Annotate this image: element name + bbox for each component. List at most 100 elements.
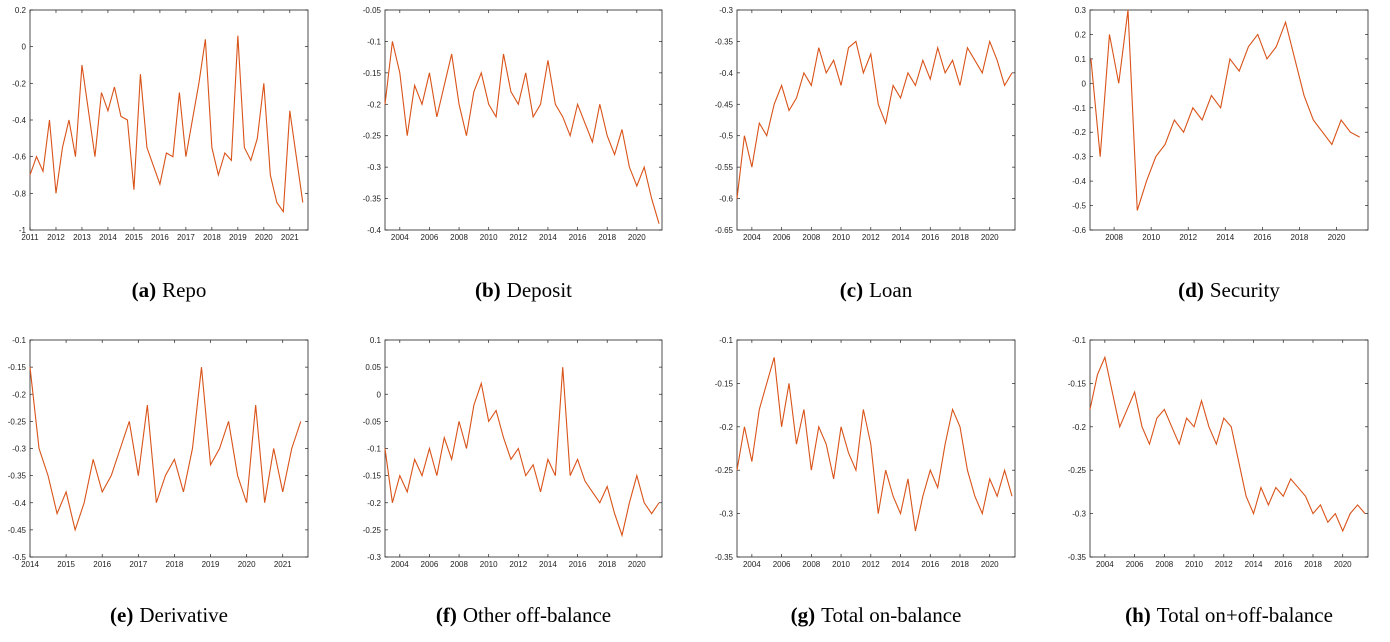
- x-tick-label: 2020: [981, 233, 999, 242]
- x-tick-label: 2020: [255, 233, 273, 242]
- x-tick-label: 2004: [743, 233, 761, 242]
- y-tick-label: -0.4: [719, 69, 733, 78]
- y-tick-label: -0.1: [367, 37, 381, 46]
- line: [384, 367, 660, 538]
- line: [384, 41, 660, 224]
- x-tick-label: 2006: [421, 560, 439, 569]
- x-tick-label: 2020: [628, 233, 646, 242]
- x-tick-label: 2019: [202, 560, 220, 569]
- caption-text: Repo: [162, 278, 206, 302]
- x-tick-label: 2014: [1216, 233, 1234, 242]
- x-tick-label: 2018: [203, 233, 221, 242]
- line: [29, 35, 304, 214]
- x-tick-label: 2014: [539, 560, 557, 569]
- y-tick-label: 0.1: [1075, 55, 1087, 64]
- x-tick-label: 2020: [238, 560, 256, 569]
- y-tick-label: -0.55: [715, 163, 734, 172]
- caption: (e) Derivative: [110, 603, 228, 627]
- y-tick-label: -0.8: [12, 189, 26, 198]
- y-tick-label: -0.1: [719, 336, 733, 345]
- x-tick-label: 2018: [1291, 233, 1309, 242]
- x-tick-label: 2016: [569, 560, 587, 569]
- y-tick-label: -0.05: [363, 417, 382, 426]
- caption-label: (h): [1125, 603, 1151, 627]
- line: [29, 367, 302, 532]
- y-tick-label: -0.15: [8, 363, 27, 372]
- x-tick-label: 2020: [628, 560, 646, 569]
- y-tick-label: -0.15: [715, 379, 734, 388]
- caption: (a) Repo: [132, 278, 207, 302]
- y-tick-label: -0.35: [715, 553, 734, 562]
- caption-label: (b): [475, 278, 501, 302]
- y-tick-label: -0.25: [363, 526, 382, 535]
- y-tick-label: -0.4: [12, 499, 26, 508]
- y-tick-label: -0.05: [363, 6, 382, 15]
- x-tick-label: 2004: [743, 560, 761, 569]
- y-tick-label: -0.35: [363, 195, 382, 204]
- axes-box: [736, 9, 1016, 231]
- caption: (b) Deposit: [475, 278, 572, 302]
- y-tick-label: -0.1: [1072, 336, 1086, 345]
- y-tick-label: -0.1: [1072, 104, 1086, 113]
- y-tick-label: -0.5: [1072, 202, 1086, 211]
- x-tick-label: 2010: [480, 560, 498, 569]
- x-tick-label: 2004: [391, 233, 409, 242]
- x-tick-label: 2018: [598, 560, 616, 569]
- caption-text: Total on+off-balance: [1157, 603, 1333, 627]
- x-tick-label: 2008: [1105, 233, 1123, 242]
- line: [1090, 9, 1360, 211]
- y-tick-label: -0.65: [715, 226, 734, 235]
- x-tick-label: 2010: [832, 560, 850, 569]
- y-tick-label: 0.2: [15, 6, 27, 15]
- y-tick-label: -0.1: [12, 336, 26, 345]
- caption-label: (d): [1178, 278, 1204, 302]
- axes-box: [1089, 339, 1369, 558]
- y-tick-label: -0.4: [367, 226, 381, 235]
- caption-text: Other off-balance: [463, 603, 611, 627]
- axes-box: [29, 339, 309, 558]
- x-tick-label: 2008: [450, 233, 468, 242]
- x-tick-label: 2020: [1334, 560, 1352, 569]
- x-tick-label: 2018: [951, 233, 969, 242]
- x-tick-label: 2006: [773, 233, 791, 242]
- x-tick-label: 2012: [1179, 233, 1197, 242]
- line: [736, 357, 1013, 532]
- y-tick-label: -0.45: [8, 526, 27, 535]
- x-tick-label: 2008: [450, 560, 468, 569]
- y-tick-label: -0.35: [715, 37, 734, 46]
- caption-label: (c): [840, 278, 863, 302]
- y-tick-label: 0.1: [370, 336, 382, 345]
- y-tick-label: -0.35: [8, 472, 27, 481]
- x-tick-label: 2006: [773, 560, 791, 569]
- y-tick-label: -0.2: [1072, 423, 1086, 432]
- x-tick-label: 2016: [921, 560, 939, 569]
- x-tick-label: 2013: [73, 233, 91, 242]
- caption: (h) Total on+off-balance: [1125, 603, 1333, 627]
- y-tick-label: -0.2: [1072, 128, 1086, 137]
- x-tick-label: 2015: [125, 233, 143, 242]
- axes-box: [384, 9, 663, 231]
- x-tick-label: 2014: [892, 233, 910, 242]
- x-tick-label: 2010: [832, 233, 850, 242]
- caption-label: (a): [132, 278, 157, 302]
- caption-text: Derivative: [139, 603, 228, 627]
- x-tick-label: 2012: [1215, 560, 1233, 569]
- x-tick-label: 2012: [862, 560, 880, 569]
- x-tick-label: 2012: [509, 233, 527, 242]
- x-tick-label: 2006: [1126, 560, 1144, 569]
- x-tick-label: 2016: [569, 233, 587, 242]
- caption: (c) Loan: [840, 278, 913, 302]
- x-tick-label: 2014: [21, 560, 39, 569]
- x-tick-label: 2014: [539, 233, 557, 242]
- x-tick-label: 2019: [229, 233, 247, 242]
- x-tick-label: 2014: [892, 560, 910, 569]
- axes-box: [384, 339, 663, 558]
- y-tick-label: -0.25: [1068, 466, 1087, 475]
- x-tick-label: 2006: [421, 233, 439, 242]
- x-tick-label: 2014: [1245, 560, 1263, 569]
- axes-box: [29, 9, 309, 231]
- y-tick-label: -0.1: [367, 445, 381, 454]
- x-tick-label: 2008: [802, 560, 820, 569]
- y-tick-label: -0.5: [12, 553, 26, 562]
- y-tick-label: -0.6: [719, 195, 733, 204]
